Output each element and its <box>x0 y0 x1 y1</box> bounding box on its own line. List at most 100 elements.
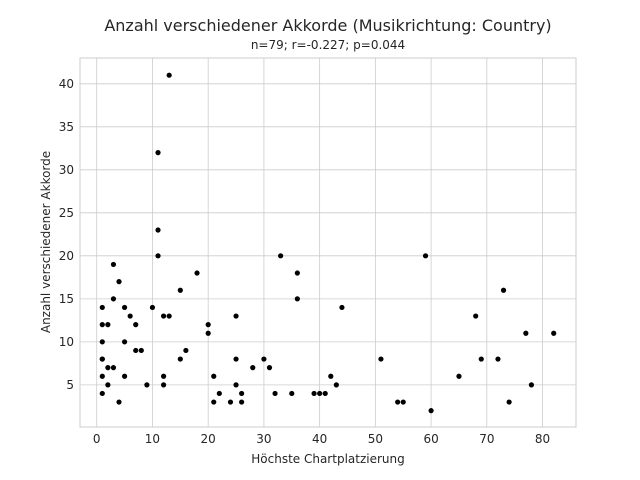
data-point <box>155 227 161 233</box>
plot-area-frame <box>79 57 577 428</box>
data-point <box>160 382 167 388</box>
data-point <box>528 382 535 388</box>
data-point <box>294 270 300 276</box>
data-point <box>428 408 434 414</box>
data-point <box>166 72 172 78</box>
x-tick-label: 80 <box>535 432 550 446</box>
data-point <box>378 356 384 362</box>
data-point <box>194 270 200 276</box>
data-point <box>99 373 105 379</box>
data-point <box>160 313 167 319</box>
x-axis-ticks: 0 10 20 30 40 50 60 70 80 <box>93 432 550 446</box>
data-point <box>99 304 105 311</box>
y-tick-label: 5 <box>66 378 74 392</box>
x-tick-label: 10 <box>145 432 160 446</box>
data-point <box>233 313 239 319</box>
data-point <box>495 356 501 362</box>
data-point <box>473 313 479 319</box>
data-point <box>317 390 323 397</box>
data-point <box>261 356 267 362</box>
data-point <box>227 399 234 405</box>
x-tick-label: 70 <box>479 432 494 446</box>
data-point <box>99 356 105 362</box>
data-point <box>233 382 239 388</box>
data-point <box>328 373 334 379</box>
y-tick-label: 25 <box>59 206 74 220</box>
data-point <box>250 365 256 371</box>
data-point <box>289 390 295 397</box>
data-point <box>211 373 217 379</box>
x-tick-label: 30 <box>256 432 271 446</box>
data-point <box>149 304 156 311</box>
data-point <box>333 382 339 388</box>
data-point <box>183 347 189 354</box>
x-tick-label: 20 <box>201 432 216 446</box>
data-point <box>339 304 345 311</box>
data-point <box>121 339 128 345</box>
data-point <box>110 296 117 302</box>
data-point <box>500 287 507 293</box>
data-points <box>99 72 557 414</box>
data-point <box>239 390 245 397</box>
y-tick-label: 30 <box>59 163 74 177</box>
data-point <box>395 399 401 405</box>
data-point <box>155 150 161 156</box>
data-point <box>478 356 484 362</box>
data-point <box>523 330 529 336</box>
y-tick-label: 10 <box>59 335 74 349</box>
data-point <box>205 330 211 336</box>
data-point <box>294 296 300 302</box>
grid-lines <box>80 58 576 427</box>
x-axis-label: Höchste Chartplatzierung <box>251 452 405 466</box>
y-tick-label: 15 <box>59 292 74 306</box>
data-point <box>138 347 144 354</box>
data-point <box>105 365 111 371</box>
y-tick-label: 40 <box>59 77 74 91</box>
data-point <box>121 373 128 379</box>
data-point <box>105 322 111 328</box>
data-point <box>160 373 167 379</box>
data-point <box>266 365 273 371</box>
data-point <box>322 390 328 397</box>
data-point <box>121 304 128 311</box>
data-point <box>272 390 278 397</box>
data-point <box>211 399 217 405</box>
data-point <box>133 347 139 354</box>
data-point <box>133 322 139 328</box>
x-tick-label: 40 <box>312 432 327 446</box>
data-point <box>506 399 512 405</box>
data-point <box>116 399 122 405</box>
data-point <box>551 330 557 336</box>
data-point <box>166 313 172 319</box>
y-tick-label: 20 <box>59 249 74 263</box>
data-point <box>99 339 105 345</box>
data-point <box>177 287 183 293</box>
data-point <box>205 322 211 328</box>
y-axis-ticks: 5 10 15 20 25 30 35 40 <box>59 77 74 392</box>
data-point <box>116 279 122 285</box>
y-tick-label: 35 <box>59 120 74 134</box>
data-point <box>239 399 245 405</box>
data-point <box>177 356 183 362</box>
data-point <box>110 261 117 268</box>
data-point <box>422 253 429 259</box>
data-point <box>155 253 161 259</box>
chart-title: Anzahl verschiedener Akkorde (Musikricht… <box>104 16 551 35</box>
x-tick-label: 0 <box>93 432 101 446</box>
data-point <box>99 390 105 397</box>
x-tick-label: 50 <box>368 432 383 446</box>
data-point <box>110 365 117 371</box>
data-point <box>311 390 317 397</box>
data-point <box>144 382 150 388</box>
y-axis-label: Anzahl verschiedener Akkorde <box>39 151 53 333</box>
data-point <box>105 382 111 388</box>
data-point <box>127 313 133 319</box>
data-point <box>456 373 462 379</box>
x-tick-label: 60 <box>423 432 438 446</box>
data-point <box>400 399 406 405</box>
data-point <box>99 322 105 328</box>
data-point <box>278 253 284 259</box>
chart-subtitle: n=79; r=-0.227; p=0.044 <box>251 38 405 52</box>
data-point <box>233 356 239 362</box>
